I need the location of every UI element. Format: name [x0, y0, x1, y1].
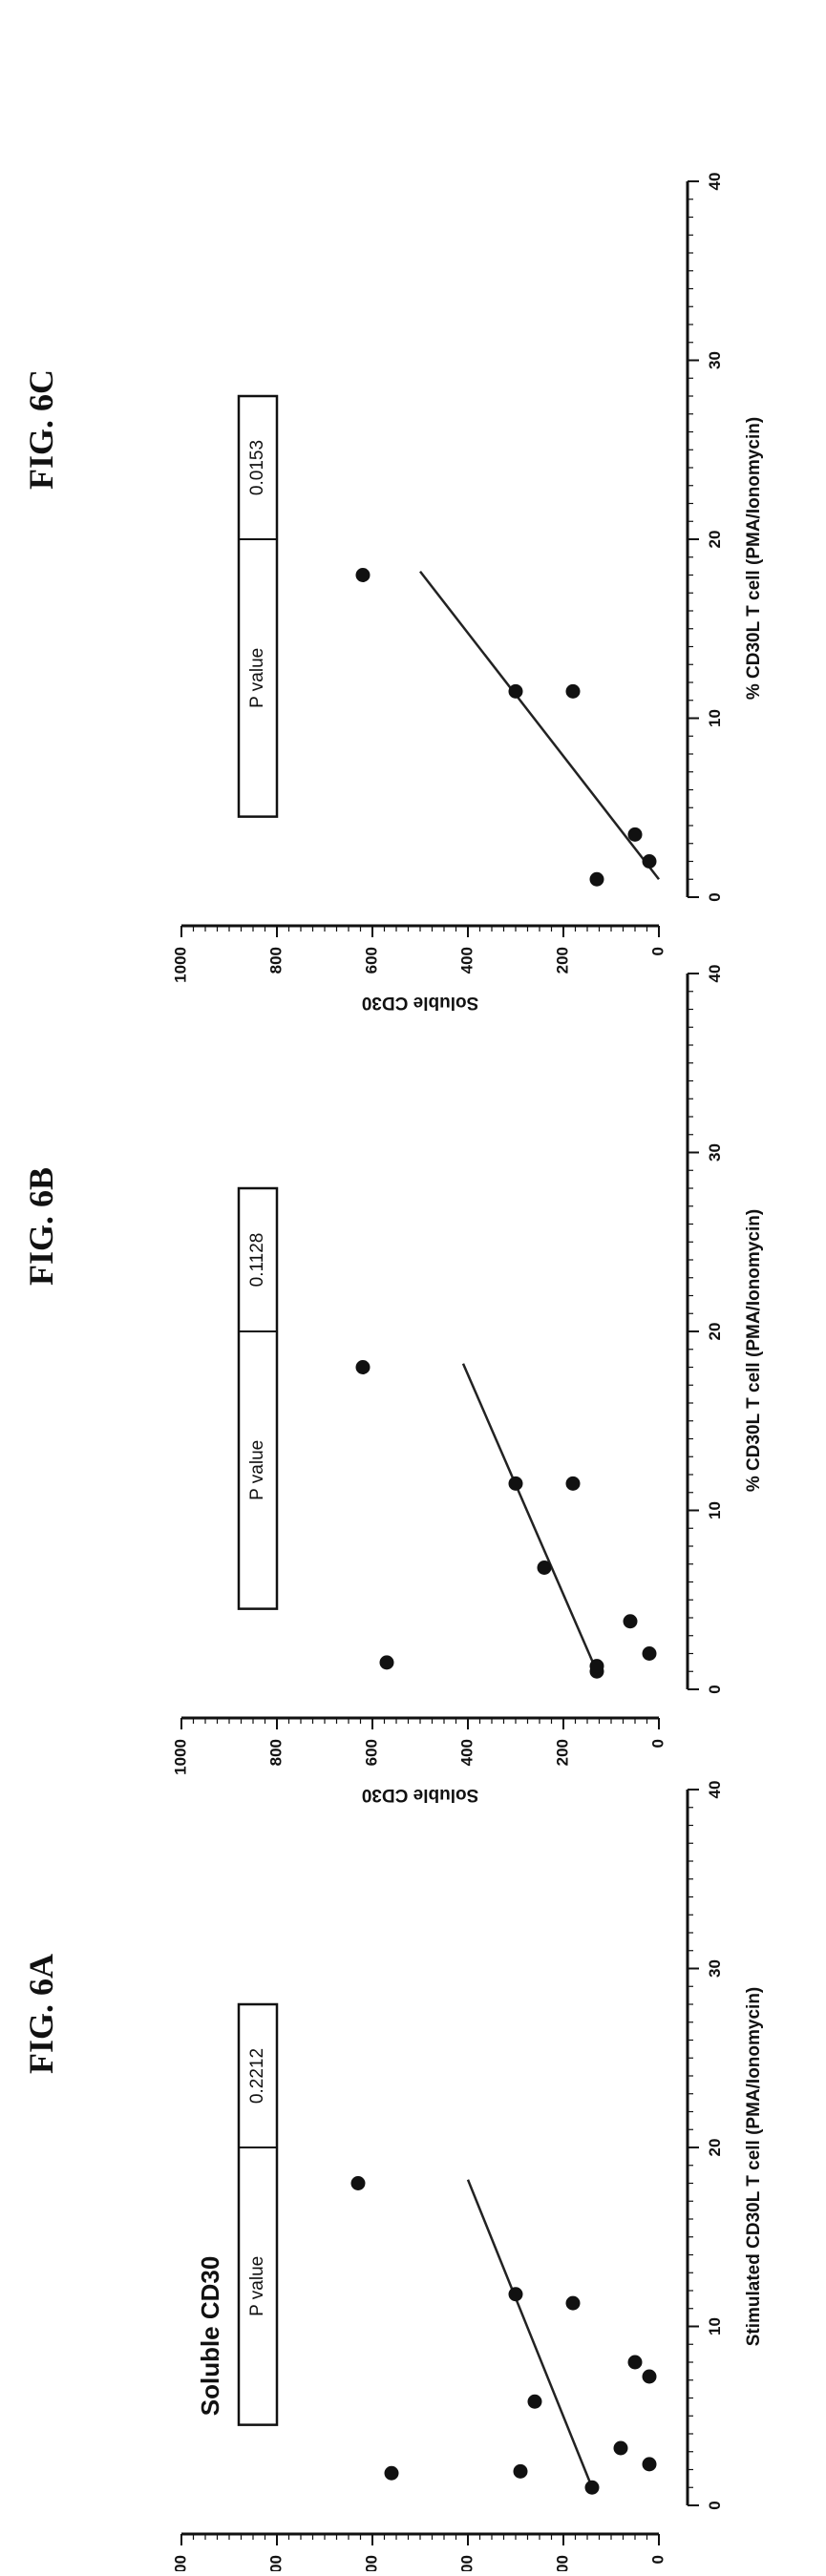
data-point — [642, 854, 657, 869]
y-tick-label: 0 — [648, 947, 667, 955]
figure-label: FIG. 6B — [22, 1167, 60, 1286]
data-point — [355, 1360, 371, 1374]
data-point — [513, 2463, 528, 2479]
fit-line — [466, 2179, 594, 2488]
y-tick-label: 1000 — [171, 1739, 189, 1775]
figure-label: FIG. 6A — [22, 1954, 60, 2074]
p-value-box-frame — [237, 1186, 279, 1610]
data-point — [627, 827, 643, 842]
y-tick-label: 200 — [553, 1739, 571, 1766]
data-point — [355, 568, 371, 582]
p-value-box-frame — [237, 2002, 279, 2426]
data-point — [589, 871, 604, 887]
data-point — [589, 1659, 604, 1674]
data-point — [642, 2457, 657, 2472]
y-tick-label: 600 — [362, 2555, 380, 2571]
x-tick-label: 30 — [706, 351, 724, 369]
data-point — [379, 1655, 394, 1670]
p-value-number: 0.2212 — [247, 2048, 267, 2104]
data-point — [642, 1646, 657, 1661]
data-point — [508, 1476, 523, 1491]
y-tick-label: 800 — [266, 1739, 285, 1766]
data-point — [384, 2465, 399, 2481]
fit-line — [461, 1363, 599, 1672]
x-tick-label: 30 — [706, 1959, 724, 1978]
p-value-label: P value — [247, 2256, 267, 2316]
y-tick-label: 800 — [266, 947, 285, 974]
fit-line — [419, 570, 660, 881]
p-value-number: 0.0153 — [247, 440, 267, 495]
p-value-number: 0.1128 — [247, 1233, 267, 1288]
data-point — [565, 2295, 581, 2311]
x-axis-label: % CD30L T cell (PMA/Ionomycin) — [744, 417, 764, 700]
chart-title: Soluble CD30 — [196, 2256, 224, 2417]
y-axis-label: Soluble CD30 — [362, 1785, 478, 1805]
data-point — [623, 1614, 638, 1629]
y-tick-label: 200 — [553, 2555, 571, 2571]
p-value-box-frame — [237, 394, 279, 818]
data-point — [350, 2176, 366, 2190]
y-tick-label: 600 — [362, 1739, 380, 1766]
data-point — [627, 2355, 643, 2370]
data-point — [537, 1560, 552, 1575]
y-tick-label: 400 — [457, 947, 476, 974]
y-tick-label: 1000 — [171, 2555, 189, 2571]
y-tick-label: 200 — [553, 947, 571, 974]
x-tick-label: 10 — [706, 2317, 724, 2335]
data-point — [527, 2394, 542, 2409]
x-tick-label: 20 — [706, 531, 724, 549]
p-value-box: P value 0.2212 — [237, 2002, 279, 2426]
p-value-box: P value 0.0153 — [237, 394, 279, 818]
data-point — [508, 683, 523, 699]
p-value-label: P value — [247, 1440, 267, 1500]
y-tick-label: 600 — [362, 947, 380, 974]
figure-label: FIG. 6C — [22, 369, 60, 490]
x-axis-label: % CD30L T cell (PMA/Ionomycin) — [744, 1209, 764, 1492]
x-tick-label: 30 — [706, 1143, 724, 1162]
y-axis-label: Soluble CD30 — [362, 993, 478, 1013]
x-tick-label: 40 — [706, 965, 724, 983]
x-tick-label: 40 — [706, 1781, 724, 1799]
x-tick-label: 20 — [706, 1323, 724, 1341]
x-tick-label: 10 — [706, 1501, 724, 1519]
data-point — [508, 2287, 523, 2302]
data-point — [584, 2480, 600, 2495]
data-point — [565, 683, 581, 699]
x-tick-label: 20 — [706, 2139, 724, 2157]
data-point — [642, 2369, 657, 2384]
y-tick-label: 800 — [266, 2555, 285, 2571]
chart-fig-6a: FIG. 6A01020304002004006008001000Stimula… — [22, 1781, 764, 2576]
y-tick-label: 1000 — [171, 947, 189, 983]
x-axis-label: Stimulated CD30L T cell (PMA/Ionomycin) — [744, 1987, 764, 2347]
p-value-label: P value — [247, 648, 267, 708]
x-tick-label: 0 — [706, 892, 724, 901]
data-point — [613, 2440, 628, 2456]
x-tick-label: 10 — [706, 709, 724, 727]
x-tick-label: 40 — [706, 173, 724, 191]
data-point — [565, 1476, 581, 1491]
y-tick-label: 400 — [457, 1739, 476, 1766]
y-tick-label: 0 — [648, 1739, 667, 1748]
y-tick-label: 0 — [648, 2555, 667, 2564]
p-value-box: P value 0.1128 — [237, 1186, 279, 1610]
x-tick-label: 0 — [706, 1685, 724, 1693]
y-tick-label: 400 — [457, 2555, 476, 2571]
x-tick-label: 0 — [706, 2501, 724, 2509]
